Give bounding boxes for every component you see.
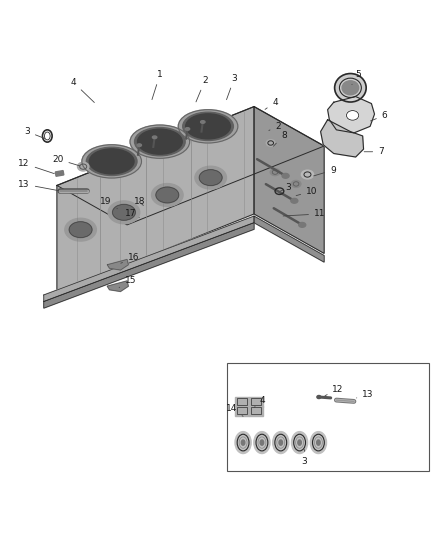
Bar [251, 398, 261, 405]
Ellipse shape [235, 432, 251, 454]
Ellipse shape [138, 129, 182, 154]
Ellipse shape [108, 201, 140, 224]
Ellipse shape [317, 395, 321, 399]
Text: 4: 4 [254, 395, 265, 408]
Ellipse shape [266, 140, 275, 146]
Text: 5: 5 [352, 70, 361, 85]
Polygon shape [107, 281, 128, 292]
Text: 15: 15 [119, 276, 136, 287]
Polygon shape [254, 107, 324, 253]
Ellipse shape [310, 432, 326, 454]
Bar [251, 407, 261, 414]
Ellipse shape [260, 440, 264, 445]
Ellipse shape [69, 222, 92, 238]
Ellipse shape [201, 120, 205, 123]
Ellipse shape [270, 168, 280, 175]
Bar [227, 363, 429, 472]
Text: 1: 1 [152, 70, 163, 100]
Ellipse shape [82, 145, 141, 178]
Text: 7: 7 [364, 147, 384, 156]
Bar [55, 171, 64, 176]
Text: 4: 4 [265, 98, 278, 109]
Polygon shape [57, 107, 324, 225]
Polygon shape [107, 260, 128, 270]
Ellipse shape [335, 74, 366, 102]
Bar [235, 397, 249, 407]
Ellipse shape [299, 222, 306, 227]
Text: 10: 10 [296, 187, 318, 196]
Ellipse shape [241, 440, 245, 445]
Text: 4: 4 [71, 78, 94, 102]
Ellipse shape [317, 440, 320, 445]
Polygon shape [254, 216, 324, 262]
Ellipse shape [342, 81, 359, 95]
Ellipse shape [185, 128, 190, 130]
Text: 3: 3 [280, 183, 291, 192]
Ellipse shape [152, 136, 157, 139]
Ellipse shape [137, 144, 141, 147]
Ellipse shape [130, 125, 190, 158]
Ellipse shape [186, 114, 230, 139]
Ellipse shape [298, 440, 301, 445]
Bar [237, 398, 247, 405]
Ellipse shape [86, 147, 137, 175]
Ellipse shape [183, 112, 233, 141]
Ellipse shape [291, 198, 298, 203]
Ellipse shape [272, 432, 289, 454]
Bar [249, 397, 263, 407]
Text: 2: 2 [269, 122, 281, 131]
Text: 12: 12 [325, 385, 344, 395]
Bar [235, 406, 249, 416]
Ellipse shape [292, 432, 308, 454]
Text: 9: 9 [314, 166, 336, 176]
Polygon shape [328, 96, 374, 133]
Ellipse shape [89, 149, 134, 174]
Text: 3: 3 [226, 74, 237, 100]
Ellipse shape [301, 170, 314, 179]
Ellipse shape [78, 162, 89, 171]
Ellipse shape [254, 432, 270, 454]
Ellipse shape [178, 110, 238, 143]
Text: 3: 3 [24, 127, 45, 139]
Ellipse shape [282, 173, 289, 178]
Ellipse shape [156, 187, 179, 203]
Polygon shape [321, 120, 364, 157]
Text: 14: 14 [226, 405, 243, 416]
Text: 17: 17 [125, 209, 139, 219]
Text: 18: 18 [134, 197, 145, 206]
Ellipse shape [279, 440, 283, 445]
Text: 8: 8 [273, 131, 287, 146]
Text: 3: 3 [301, 449, 307, 466]
Bar [249, 406, 263, 416]
Polygon shape [57, 107, 254, 293]
Polygon shape [44, 216, 254, 302]
Text: 13: 13 [18, 180, 59, 191]
Text: 19: 19 [100, 197, 117, 209]
Ellipse shape [134, 127, 185, 156]
Text: 12: 12 [18, 159, 54, 174]
Ellipse shape [346, 110, 359, 120]
Polygon shape [44, 223, 254, 308]
Text: 16: 16 [121, 253, 139, 263]
Text: 2: 2 [196, 76, 208, 102]
Text: 11: 11 [283, 209, 325, 219]
Ellipse shape [113, 205, 135, 220]
Text: 20: 20 [52, 155, 80, 166]
Ellipse shape [291, 181, 301, 188]
Text: 6: 6 [371, 111, 388, 121]
Ellipse shape [65, 219, 96, 241]
Ellipse shape [199, 169, 222, 185]
Text: 13: 13 [357, 390, 374, 399]
Ellipse shape [152, 183, 183, 206]
Bar [237, 407, 247, 414]
Ellipse shape [195, 166, 226, 189]
